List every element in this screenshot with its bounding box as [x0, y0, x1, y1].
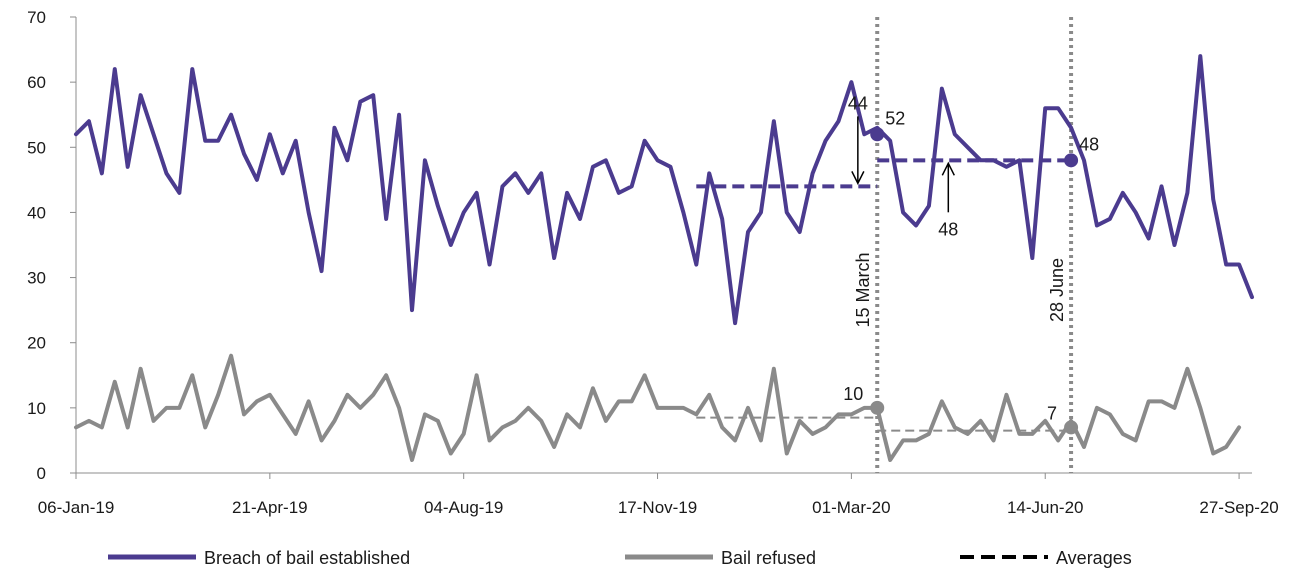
event-line-label: 15 March — [853, 252, 873, 327]
point-label: 7 — [1047, 403, 1057, 423]
axes: 0 10 20 30 40 50 60 70 06-Jan-19 21-Apr-19 04-Aug-… — [27, 8, 1279, 517]
legend-label: Averages — [1056, 548, 1132, 568]
point-label: 52 — [885, 108, 905, 128]
point-label: 10 — [843, 384, 863, 404]
point-label: 48 — [1079, 134, 1099, 154]
point-marker — [870, 400, 885, 415]
event-lines: 15 March 28 June — [853, 17, 1074, 473]
y-tick-label: 30 — [27, 269, 46, 288]
point-marker — [1064, 153, 1079, 168]
average-arrowhead — [851, 171, 865, 186]
point-marker — [870, 127, 885, 142]
y-tick-label: 20 — [27, 334, 46, 353]
x-tick-label: 27-Sep-20 — [1199, 498, 1278, 517]
x-tick-label: 14-Jun-20 — [1007, 498, 1084, 517]
y-tick-label: 50 — [27, 138, 46, 157]
x-tick-label: 21-Apr-19 — [232, 498, 308, 517]
point-marker — [1064, 420, 1079, 435]
y-tick-label: 60 — [27, 73, 46, 92]
average-arrowhead — [941, 161, 955, 176]
legend-label: Breach of bail established — [204, 548, 410, 568]
legend-label: Bail refused — [721, 548, 816, 568]
y-tick-label: 10 — [27, 399, 46, 418]
average-label: 44 — [848, 93, 868, 113]
event-line-label: 28 June — [1047, 258, 1067, 322]
x-tick-label: 04-Aug-19 — [424, 498, 503, 517]
y-tick-label: 0 — [37, 464, 46, 483]
x-tick-label: 01-Mar-20 — [812, 498, 890, 517]
y-tick-label: 40 — [27, 203, 46, 222]
x-tick-label: 17-Nov-19 — [618, 498, 697, 517]
y-tick-label: 70 — [27, 8, 46, 27]
average-label: 48 — [938, 219, 958, 239]
annotations: 52 48 10 7 44 48 — [843, 93, 1099, 435]
x-tick-label: 06-Jan-19 — [38, 498, 115, 517]
legend: Breach of bail established Bail refused Av… — [108, 548, 1132, 568]
series-lines — [74, 54, 1254, 462]
series-line — [74, 353, 1242, 462]
series-line — [74, 54, 1254, 326]
average-lines — [696, 158, 1072, 432]
